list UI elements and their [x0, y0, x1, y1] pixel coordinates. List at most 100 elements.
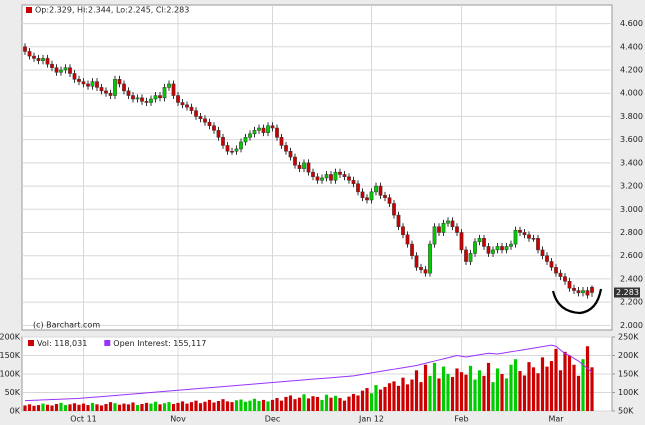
y-tick-label: 0K [10, 407, 21, 416]
volume-bar [59, 402, 63, 411]
y-tick-label: 3.400 [620, 158, 643, 167]
volume-bar [279, 400, 284, 411]
volume-bar [248, 400, 252, 411]
candle-body [378, 185, 383, 196]
volume-bar [86, 405, 90, 411]
y-tick-label: 3.600 [620, 135, 643, 144]
candle-body [140, 97, 144, 102]
candle-body [153, 95, 158, 100]
candle-body [86, 83, 90, 87]
candle-body [365, 197, 369, 201]
candle-body [338, 171, 342, 175]
last-price-box [614, 287, 640, 298]
volume-bar [194, 400, 198, 411]
candle-body [333, 171, 338, 181]
annotation-curve [551, 288, 603, 315]
volume-bar [108, 402, 113, 411]
candle-body [171, 83, 176, 96]
volume-bar [495, 368, 500, 411]
volume-bar [414, 370, 419, 411]
volume-bar [518, 371, 522, 411]
y-tick-label: 2.800 [620, 228, 643, 237]
volume-bar [54, 403, 59, 411]
candle-body [383, 195, 387, 198]
volume-bar [68, 404, 72, 411]
volume-bar [257, 401, 261, 411]
volume-bar [468, 365, 473, 411]
text-layer: Oct 11 Nov Dec Jan 12 Feb Mar 2.000 2.200 2.400 2… [0, 19, 643, 423]
candle-body [401, 226, 405, 236]
candle-body [432, 226, 437, 245]
volume-bar [500, 374, 504, 411]
candle-body [221, 137, 225, 146]
x-tick-label: Dec [265, 415, 280, 424]
volume-bar [122, 403, 126, 411]
volume-bar [450, 376, 455, 411]
candle-body [243, 137, 248, 143]
y-tick-label: 4.600 [620, 19, 643, 28]
candle-body [68, 67, 72, 74]
volume-bar [144, 402, 149, 411]
volume-bar [333, 395, 338, 411]
volume-bar [504, 378, 509, 411]
volume-bar [50, 405, 54, 411]
candle-body [392, 203, 396, 216]
volume-bar [351, 393, 356, 411]
open-interest-line [24, 344, 593, 402]
volume-bar [324, 394, 329, 411]
legend-label: Vol: 118,031 [37, 339, 87, 348]
candle-body [405, 234, 410, 245]
candle-body [158, 95, 162, 99]
y2-tick-label: 50K [618, 407, 634, 416]
candle-body [212, 125, 216, 131]
volume-bar [302, 394, 306, 411]
volume-bar [387, 383, 392, 411]
volume-bar [410, 379, 414, 411]
candle-body [410, 243, 414, 256]
candle-body [248, 133, 252, 138]
volume-bar [531, 367, 536, 411]
candle-body [302, 162, 306, 169]
candle-body [468, 253, 473, 262]
candle-body [356, 183, 360, 193]
candle-body [99, 87, 104, 92]
candle-body [234, 148, 239, 152]
y-tick-label: 100K [0, 370, 21, 379]
candle-body [230, 151, 234, 153]
candle-body [288, 151, 293, 158]
candle-body [531, 238, 536, 240]
y-tick-label: 4.000 [620, 89, 643, 98]
volume-bar [266, 401, 270, 411]
volume-bar [41, 403, 45, 411]
volume-bar [180, 401, 185, 411]
volume-bar [171, 403, 176, 411]
volume-bar [459, 372, 464, 411]
candle-body [149, 98, 153, 103]
candle-body [446, 220, 450, 224]
volume-bar [549, 361, 554, 411]
candle-body [162, 87, 167, 99]
volume-bar [162, 403, 167, 411]
candle-body [437, 226, 441, 233]
y2-tick-label: 200K [618, 351, 639, 360]
candle-body [257, 127, 261, 131]
volume-bar [572, 364, 576, 411]
volume-bar [536, 373, 540, 411]
candle-body [536, 238, 540, 251]
volume-bar [464, 374, 468, 411]
price-panel [21, 4, 613, 331]
candle-body [324, 174, 329, 179]
candle-body [342, 174, 347, 178]
volume-bar [509, 364, 513, 411]
volume-bar [230, 402, 234, 411]
volume-bar [522, 375, 527, 411]
candle-body [41, 58, 45, 61]
volume-bar [198, 403, 203, 411]
candle-body [581, 290, 585, 294]
candle-body [482, 238, 486, 247]
x-tick-label: Nov [170, 415, 186, 424]
volume-bar [329, 397, 333, 411]
candle-body [203, 118, 207, 123]
candle-body [414, 255, 419, 268]
